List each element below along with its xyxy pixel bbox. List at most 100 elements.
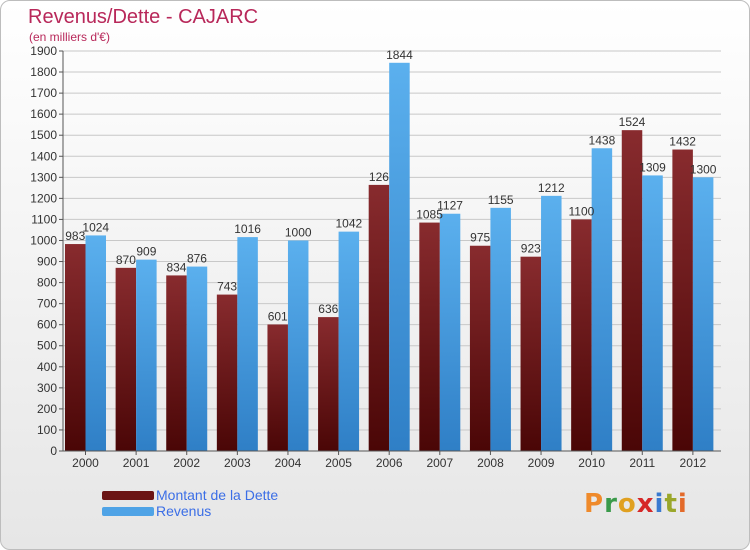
x-tick-label: 2008 bbox=[477, 456, 504, 470]
bar-revenus bbox=[591, 148, 613, 451]
y-tick-label: 300 bbox=[37, 381, 57, 395]
x-tick-label: 2004 bbox=[275, 456, 302, 470]
data-label-revenus: 1016 bbox=[234, 222, 261, 236]
data-label-dette: 1524 bbox=[619, 115, 646, 129]
bars bbox=[65, 62, 714, 452]
bar-revenus bbox=[541, 195, 562, 451]
y-tick-label: 0 bbox=[50, 444, 57, 458]
y-tick-label: 1200 bbox=[30, 191, 57, 205]
data-label-dette: 743 bbox=[217, 280, 237, 294]
data-label-revenus: 1212 bbox=[538, 181, 565, 195]
proxiti-logo: Proxiti bbox=[584, 489, 688, 519]
data-label-dette: 636 bbox=[318, 302, 338, 316]
y-tick-label: 1000 bbox=[30, 233, 57, 247]
legend-label-revenus: Revenus bbox=[156, 503, 212, 519]
x-tick-label: 2000 bbox=[72, 456, 99, 470]
data-label-revenus: 1155 bbox=[488, 193, 514, 207]
data-label-dette: 1432 bbox=[669, 135, 696, 149]
y-tick-label: 1100 bbox=[31, 212, 57, 226]
data-label-dette: 1100 bbox=[568, 204, 594, 218]
bar-revenus bbox=[186, 266, 208, 451]
x-tick-label: 2007 bbox=[426, 456, 453, 470]
x-tick-label: 2011 bbox=[629, 456, 655, 470]
legend-label-dette: Montant de la Dette bbox=[156, 487, 279, 503]
data-label-revenus: 876 bbox=[187, 252, 207, 266]
bar-dette bbox=[318, 317, 339, 451]
x-tick-label: 2001 bbox=[123, 456, 150, 470]
chart-subtitle: (en milliers d'€) bbox=[29, 30, 110, 44]
bar-dette bbox=[166, 275, 187, 451]
data-label-dette: 601 bbox=[268, 309, 288, 323]
data-label-revenus: 1127 bbox=[437, 199, 463, 213]
bar-revenus bbox=[692, 177, 714, 451]
data-label-revenus: 1300 bbox=[690, 162, 717, 176]
y-tick-label: 800 bbox=[37, 276, 57, 290]
y-tick-label: 1500 bbox=[30, 128, 57, 142]
x-tick-label: 2012 bbox=[680, 456, 707, 470]
bar-dette bbox=[469, 245, 491, 451]
bar-dette bbox=[672, 149, 693, 452]
data-label-dette: 983 bbox=[65, 229, 85, 243]
bar-dette bbox=[216, 294, 238, 451]
y-tick-label: 400 bbox=[37, 360, 57, 374]
chart-title: Revenus/Dette - CAJARC bbox=[28, 6, 259, 28]
y-tick-label: 1400 bbox=[30, 149, 57, 163]
data-label-revenus: 1309 bbox=[639, 160, 666, 174]
bar-dette bbox=[65, 244, 86, 451]
data-label-revenus: 909 bbox=[136, 245, 156, 259]
y-tick-label: 700 bbox=[37, 297, 57, 311]
data-label-revenus: 1024 bbox=[82, 220, 109, 234]
y-tick-label: 100 bbox=[37, 423, 57, 437]
bar-revenus bbox=[389, 62, 410, 451]
x-tick-label: 2010 bbox=[578, 456, 605, 470]
x-tick-label: 2005 bbox=[325, 456, 352, 470]
y-tick-label: 1900 bbox=[30, 44, 57, 58]
y-tick-label: 1300 bbox=[30, 170, 57, 184]
legend-swatch-revenus bbox=[102, 507, 154, 516]
legend-swatch-dette bbox=[102, 491, 154, 500]
y-tick-label: 1800 bbox=[30, 65, 57, 79]
y-tick-label: 1600 bbox=[30, 107, 57, 121]
bar-revenus bbox=[85, 235, 106, 451]
data-label-dette: 870 bbox=[116, 253, 136, 267]
logo-letter: i bbox=[654, 489, 665, 519]
x-tick-label: 2002 bbox=[173, 456, 200, 470]
logo-letter: o bbox=[617, 489, 637, 519]
bar-revenus bbox=[642, 175, 663, 451]
x-tick-label: 2009 bbox=[528, 456, 555, 470]
bar-revenus bbox=[237, 237, 258, 451]
data-label-revenus: 1042 bbox=[335, 217, 362, 231]
y-tick-label: 1700 bbox=[30, 86, 57, 100]
logo-letter: r bbox=[604, 489, 618, 519]
data-label-revenus: 1438 bbox=[589, 133, 616, 147]
bar-revenus bbox=[136, 259, 157, 451]
bar-dette bbox=[267, 324, 288, 451]
bar-dette bbox=[368, 184, 390, 452]
x-tick-label: 2003 bbox=[224, 456, 251, 470]
bar-dette bbox=[571, 219, 592, 451]
bar-dette bbox=[419, 222, 440, 451]
bar-dette bbox=[621, 130, 643, 451]
y-tick-label: 900 bbox=[37, 255, 57, 269]
data-label-dette: 975 bbox=[470, 231, 490, 245]
logo-letter: i bbox=[677, 489, 688, 519]
logo-letter: t bbox=[664, 489, 678, 519]
bar-revenus bbox=[338, 231, 360, 451]
data-label-revenus: 1844 bbox=[386, 48, 413, 62]
axes: 0 100 200 300 400 500 600 700 800 900 1000 1100 1200… bbox=[30, 44, 721, 470]
y-tick-label: 200 bbox=[37, 402, 57, 416]
bar-dette bbox=[520, 256, 542, 451]
bar-revenus bbox=[490, 207, 511, 451]
data-label-revenus: 1000 bbox=[285, 225, 312, 239]
data-label-dette: 126 bbox=[369, 170, 389, 184]
bar-revenus bbox=[287, 240, 309, 451]
logo-letter: x bbox=[636, 489, 655, 519]
bar-revenus bbox=[439, 213, 461, 451]
logo-letter: P bbox=[584, 489, 605, 519]
y-tick-label: 600 bbox=[37, 318, 57, 332]
x-tick-label: 2006 bbox=[376, 456, 403, 470]
y-tick-label: 500 bbox=[37, 339, 57, 353]
